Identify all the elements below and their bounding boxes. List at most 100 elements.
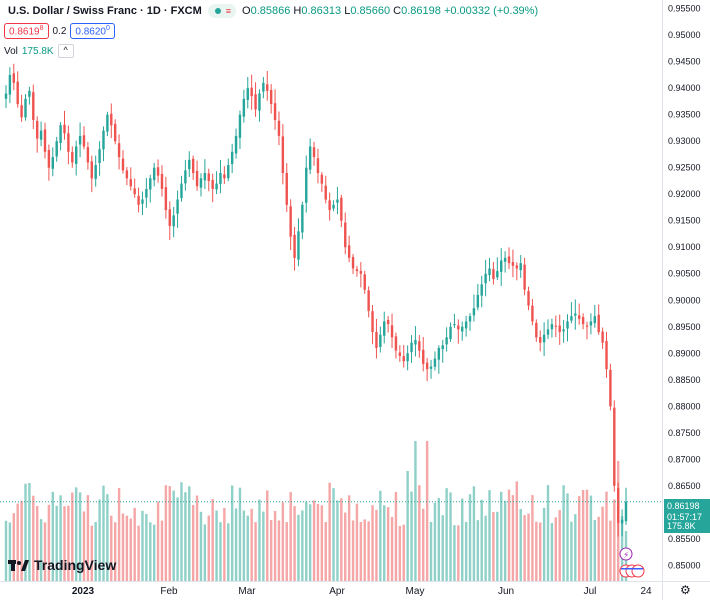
volume-bar — [82, 511, 86, 581]
volume-bar — [191, 504, 195, 581]
candle-body — [67, 133, 70, 152]
volume-bar — [301, 510, 304, 581]
volume-bar — [145, 513, 148, 581]
settings-gear-icon[interactable]: ⚙ — [680, 583, 691, 597]
candle-body — [301, 204, 304, 233]
candle-body — [324, 185, 327, 200]
candle-body — [328, 200, 331, 211]
candle-body — [585, 325, 589, 327]
volume-bar — [230, 485, 234, 581]
candle-body — [414, 340, 417, 345]
candle-body — [367, 290, 370, 311]
candle-body — [59, 125, 62, 143]
volume-bar — [418, 485, 421, 581]
candle-body — [562, 329, 565, 332]
candle-body — [305, 167, 308, 203]
volume-bar — [8, 522, 12, 581]
volume-bar — [542, 507, 546, 581]
volume-bar — [523, 515, 526, 581]
lightning-glyph: ⚡ — [623, 551, 629, 561]
volume-bar — [398, 525, 402, 581]
candle-body — [601, 331, 604, 343]
candle-body — [47, 149, 51, 168]
y-tick-label: 0.87000 — [668, 454, 701, 464]
volume-bar — [238, 487, 242, 581]
event-icons[interactable]: ⚡ — [619, 547, 645, 578]
candle-body — [141, 199, 144, 204]
volume-bar — [308, 504, 312, 581]
volume-bar — [51, 491, 55, 581]
volume-bar — [39, 519, 43, 581]
candle-body — [203, 173, 207, 181]
volume-bar — [55, 505, 58, 581]
candle-body — [24, 98, 27, 118]
volume-bar — [613, 499, 616, 581]
volume-bar — [468, 494, 472, 581]
volume-bar — [379, 490, 382, 581]
candle-body — [609, 369, 612, 407]
candle-body — [550, 324, 554, 330]
tradingview-logo[interactable]: TradingView — [8, 557, 116, 573]
volume-bar — [410, 491, 413, 581]
volume-bar — [129, 518, 132, 581]
candle-body — [266, 84, 269, 91]
us-flag-icon-3[interactable] — [631, 564, 645, 578]
symbol-title[interactable]: U.S. Dollar / Swiss Franc · 1D · FXCM — [8, 5, 202, 17]
volume-bar — [293, 506, 296, 581]
x-tick-label: 2023 — [72, 586, 95, 597]
candle-body — [546, 329, 550, 335]
volume-bar — [141, 510, 144, 581]
candle-body — [480, 284, 483, 296]
candle-body — [195, 170, 199, 187]
market-status-pill[interactable]: ≡ — [207, 4, 237, 18]
collapse-caret-icon[interactable]: ^ — [57, 44, 74, 58]
candle-body — [172, 215, 175, 227]
volume-bar — [156, 501, 160, 581]
candle-body — [581, 317, 585, 325]
x-tick-label: Feb — [160, 586, 178, 597]
candle-body — [496, 271, 499, 278]
candle-body — [429, 366, 433, 369]
volume-bar — [570, 521, 573, 581]
candle-body — [242, 98, 246, 117]
y-tick-label: 0.90500 — [668, 269, 701, 279]
candle-body — [464, 321, 468, 329]
candle-body — [542, 334, 546, 343]
volume-bar — [472, 486, 476, 581]
volume-bar — [515, 481, 519, 581]
volume-bar — [320, 505, 324, 581]
candle-body — [507, 256, 511, 264]
candle-body — [624, 501, 628, 522]
lightning-event-icon[interactable] — [619, 547, 633, 561]
volume-bar — [488, 490, 491, 581]
candle-body — [223, 174, 226, 179]
buy-price: 0.8620 — [75, 26, 106, 38]
y-tick-label: 0.88500 — [668, 375, 701, 385]
candle-body — [211, 179, 214, 189]
candle-body — [28, 90, 31, 97]
candle-body — [488, 268, 491, 276]
volume-bar — [254, 522, 257, 581]
buy-button[interactable]: 0.86200 — [70, 23, 115, 40]
candle-body — [476, 294, 480, 308]
candle-body — [355, 269, 359, 272]
candle-body — [113, 123, 117, 142]
trade-buttons: 0.86198 0.2 0.86200 — [4, 23, 115, 40]
close-label: C — [393, 5, 402, 17]
candle-body — [316, 158, 320, 174]
volume-bar — [121, 513, 125, 581]
volume-bar — [429, 521, 433, 581]
sell-button[interactable]: 0.86198 — [4, 23, 49, 40]
time-axis[interactable]: 2023 Feb Mar Apr May Jun Jul 24 — [72, 586, 652, 597]
volume-bar — [28, 482, 31, 581]
candle-body — [289, 206, 292, 237]
volume-bar — [394, 491, 398, 581]
price-axis[interactable]: 0.95500 0.95000 0.94500 0.94000 0.93500 0.930… — [668, 4, 701, 571]
volume-bar — [250, 508, 253, 581]
candle-body — [106, 114, 109, 132]
candle-body — [258, 93, 261, 111]
y-tick-label: 0.95000 — [668, 30, 701, 40]
candle-body — [129, 179, 132, 187]
y-tick-label: 0.88000 — [668, 401, 701, 411]
